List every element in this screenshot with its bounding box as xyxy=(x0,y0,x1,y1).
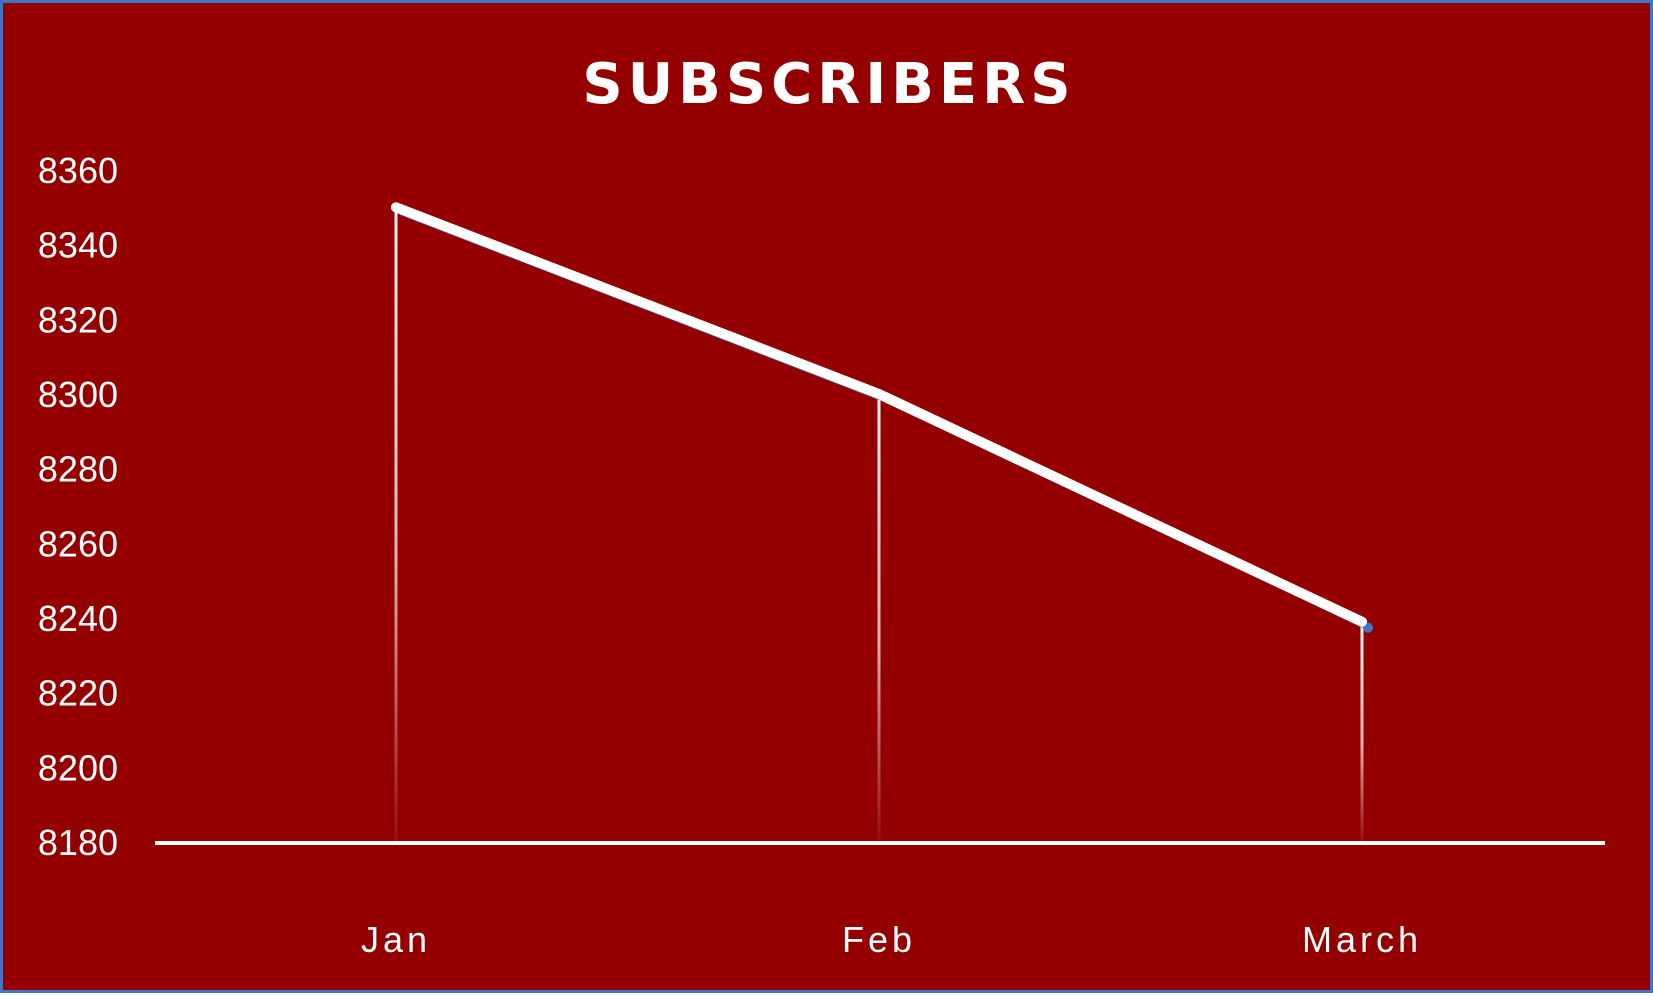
y-tick-label: 8260 xyxy=(38,523,118,564)
y-tick-label: 8320 xyxy=(38,299,118,340)
y-tick-label: 8180 xyxy=(38,822,118,863)
y-tick-label: 8280 xyxy=(38,449,118,490)
chart-title: SUBSCRIBERS xyxy=(582,52,1075,117)
data-point xyxy=(874,389,884,399)
y-tick-label: 8200 xyxy=(38,747,118,788)
y-tick-label: 8340 xyxy=(38,225,118,266)
data-point xyxy=(391,202,401,213)
y-tick-label: 8220 xyxy=(38,673,118,714)
y-tick-label: 8300 xyxy=(38,374,118,415)
x-axis-ticks: Jan Feb March xyxy=(361,919,1422,960)
y-tick-label: 8240 xyxy=(38,598,118,639)
data-point xyxy=(1357,616,1367,627)
x-tick-label: March xyxy=(1302,919,1422,960)
drop-line xyxy=(1360,621,1364,842)
x-tick-label: Feb xyxy=(842,919,916,960)
line-chart: SUBSCRIBERS 8360 8340 8320 8300 8280 8260 8240… xyxy=(38,52,1605,960)
series-group xyxy=(391,202,1373,633)
drop-line xyxy=(394,207,398,843)
y-axis-ticks: 8360 8340 8320 8300 8280 8260 8240 8220 8200 8180 xyxy=(38,150,118,863)
y-tick-label: 8360 xyxy=(38,150,118,191)
drop-line xyxy=(877,394,881,842)
x-tick-label: Jan xyxy=(361,919,431,960)
drop-lines xyxy=(394,207,1364,843)
series-line-shadow xyxy=(399,211,1367,630)
